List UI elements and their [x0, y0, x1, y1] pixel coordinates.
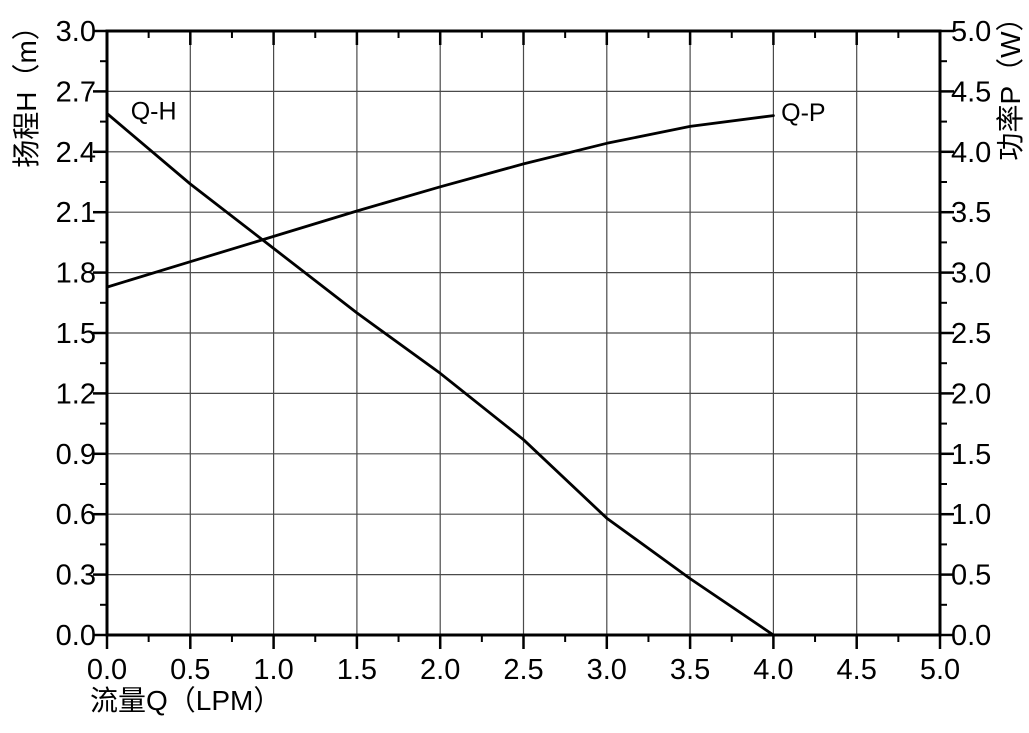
- tick-label: 2.1: [56, 197, 96, 229]
- tick-label: 1.8: [56, 258, 96, 290]
- tick-label: 2.5: [951, 318, 991, 350]
- tick-label: 0.6: [56, 499, 96, 531]
- plot-frame: [105, 29, 942, 637]
- tick-label: 2.5: [503, 654, 543, 686]
- x-axis-label: 流量Q（LPM）: [90, 685, 281, 716]
- tick-label: 1.0: [951, 499, 991, 531]
- tick-label: 0.5: [170, 654, 210, 686]
- tick-label: 5.0: [951, 16, 991, 48]
- tick-label: 3.0: [56, 16, 96, 48]
- series-labels: Q-H Q-P: [131, 98, 826, 128]
- curve-q-p: [105, 114, 775, 289]
- series-label-q-p: Q-P: [781, 99, 825, 127]
- tick-label: 4.0: [951, 137, 991, 169]
- x-tick-labels: 0.0 0.5 1.0 1.5 2.0 2.5 3.0 3.5 4.0 4.5 5.0: [87, 654, 960, 686]
- tick-label: 2.4: [56, 137, 96, 169]
- tick-label: 4.5: [837, 654, 877, 686]
- tick-label: 3.0: [587, 654, 627, 686]
- tick-label: 4.0: [753, 654, 793, 686]
- tick-label: 0.0: [87, 654, 127, 686]
- tick-label: 1.5: [56, 318, 96, 350]
- chart-plot-area: 0.0 0.5 1.0 1.5 2.0 2.5 3.0 3.5 4.0 4.5 5.00.00.30…: [56, 16, 992, 686]
- series-label-q-h: Q-H: [131, 98, 177, 126]
- y-right-tick-labels: 0.0 0.5 1.0 1.5 2.0 2.5 3.0 3.5 4.0 4.5 5.0: [951, 16, 991, 652]
- tick-label: 3.5: [951, 197, 991, 229]
- tick-label: 2.0: [420, 654, 460, 686]
- y-right-axis-label: 功率P（W）: [995, 3, 1026, 160]
- tick-label: 1.5: [337, 654, 377, 686]
- tick-label: 0.3: [56, 560, 96, 592]
- tick-label: 4.5: [951, 76, 991, 108]
- tick-label: 1.2: [56, 378, 96, 410]
- y-left-tick-labels: 0.0 0.3 0.6 0.9 1.2 1.5 1.8 2.1 2.4 2.7 3.0: [56, 16, 96, 652]
- tick-label: 2.7: [56, 76, 96, 108]
- tick-label: 1.5: [951, 439, 991, 471]
- curve-q-h: [105, 112, 775, 637]
- y-left-axis-label: 扬程H（m）: [11, 12, 42, 168]
- tick-label: 3.0: [951, 258, 991, 290]
- axis-ticks: [93, 29, 954, 649]
- gridlines: [107, 31, 940, 635]
- tick-label: 2.0: [951, 378, 991, 410]
- tick-label: 1.0: [253, 654, 293, 686]
- tick-label: 0.9: [56, 439, 96, 471]
- tick-label: 5.0: [920, 654, 960, 686]
- tick-label: 0.0: [56, 620, 96, 652]
- tick-label: 3.5: [670, 654, 710, 686]
- tick-label: 0.0: [951, 620, 991, 652]
- tick-label: 0.5: [951, 560, 991, 592]
